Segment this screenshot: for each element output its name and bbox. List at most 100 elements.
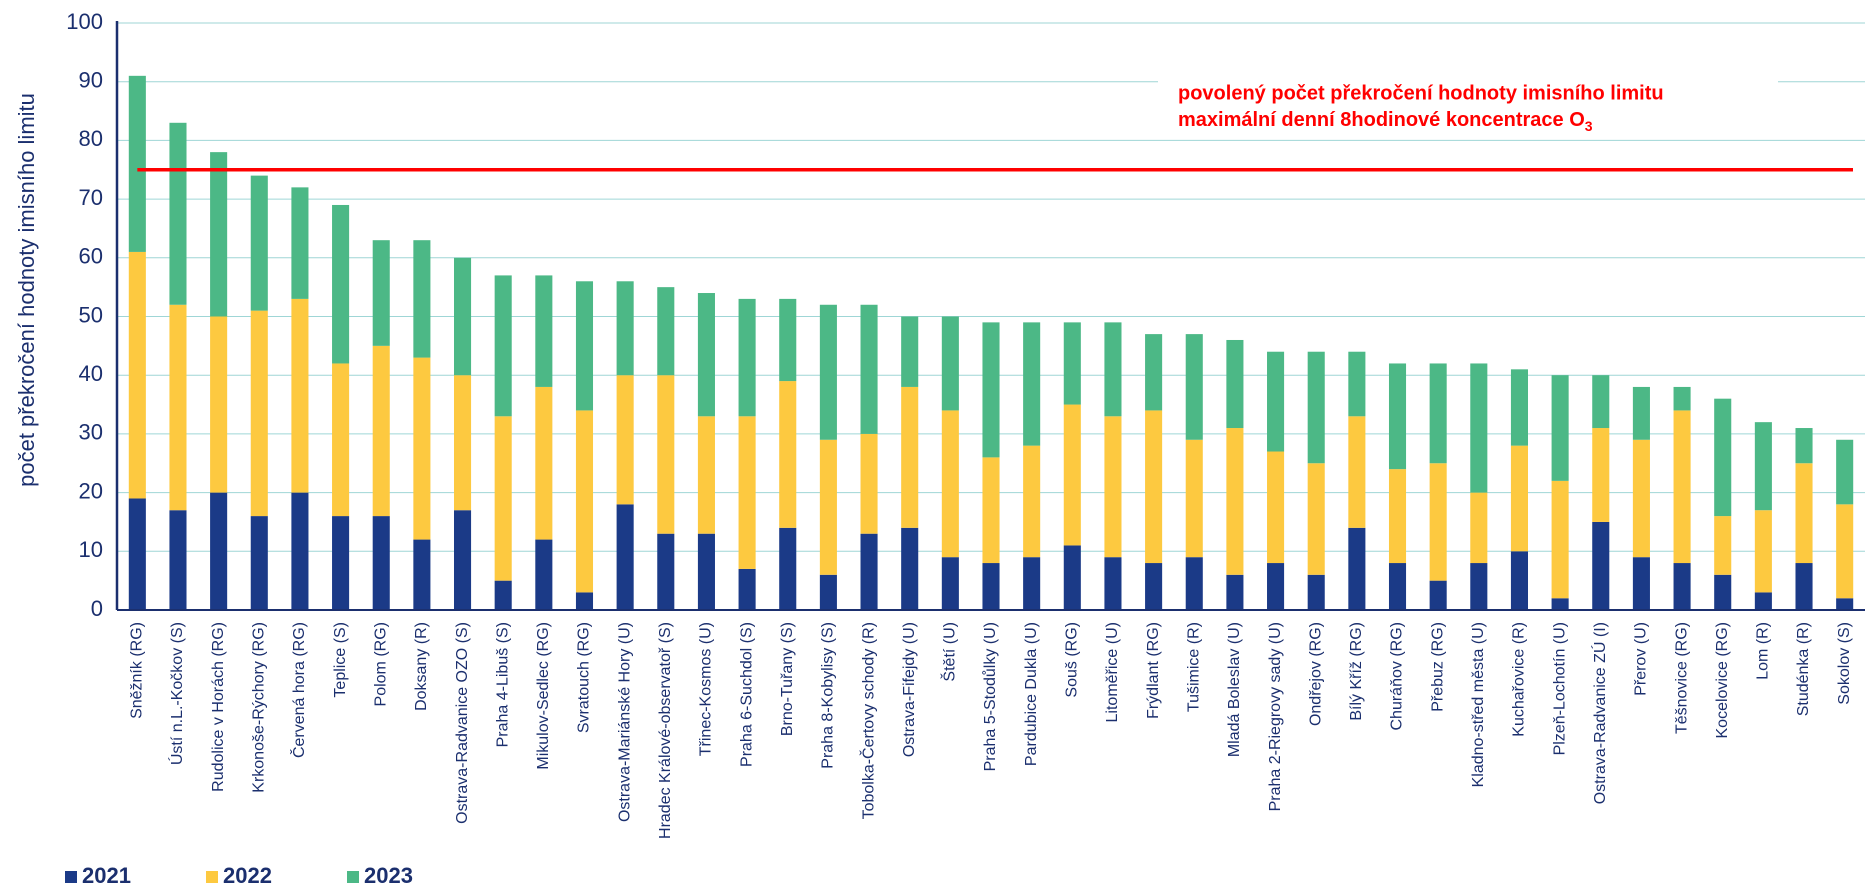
y-axis-title: počet překročení hodnoty imisního limitu: [14, 93, 39, 487]
bar-segment: [1836, 439, 1854, 505]
bar-segment: [1388, 363, 1407, 470]
y-tick-label: 40: [79, 361, 103, 386]
y-tick-label: 30: [79, 420, 103, 445]
bar-segment: [1063, 545, 1081, 610]
bar-segment: [1754, 422, 1772, 511]
bar-segment: [372, 516, 390, 610]
bar-segment: [1023, 322, 1041, 446]
bar-segment: [332, 363, 350, 517]
bar-segment: [1673, 410, 1691, 564]
x-tick-label: Praha 2-Riegrovy sady (U): [1267, 622, 1284, 811]
bar-segment: [1470, 363, 1488, 493]
bar-segment: [982, 457, 1000, 564]
y-tick-label: 70: [79, 185, 103, 210]
x-tick-label: Třinec-Kosmos (U): [698, 622, 715, 756]
x-tick-label: Ostrava-Fifejdy (U): [901, 622, 918, 757]
bar-segment: [1673, 563, 1691, 610]
legend-label: 2022: [223, 863, 272, 888]
bar-segment: [1714, 398, 1732, 517]
bar-segment: [657, 375, 675, 534]
bar-segment: [1551, 480, 1569, 599]
x-tick-label: Ústí n.L.-Kočkov (S): [167, 622, 186, 765]
bar-segment: [1714, 516, 1732, 575]
bar-segment: [1267, 351, 1285, 452]
x-tick-label: Tobolka-Čertovy schody (R): [858, 622, 877, 819]
bar-segment: [1388, 469, 1407, 564]
bar-segment: [332, 516, 350, 610]
bar-segment: [210, 316, 228, 493]
bar-segment: [169, 122, 187, 305]
y-tick-label: 60: [79, 244, 103, 269]
bar-segment: [1632, 557, 1650, 610]
bar-segment: [1510, 551, 1529, 610]
annotation-subscript: 3: [1585, 118, 1593, 134]
bar-segment: [1551, 598, 1569, 610]
bar-segment: [616, 375, 634, 505]
bar-segment: [413, 240, 431, 358]
bar-segment: [494, 416, 512, 581]
bar-segment: [982, 322, 1000, 458]
bar-segment: [616, 504, 634, 610]
bar-segment: [901, 386, 919, 528]
x-tick-label: Doksany (R): [413, 622, 430, 711]
bar-segment: [1226, 428, 1244, 575]
bar-segment: [1307, 463, 1325, 575]
bar-segment: [494, 275, 512, 417]
bar-segment: [210, 152, 228, 317]
bar-segment: [697, 533, 715, 610]
x-tick-label: Churáňov (RG): [1389, 622, 1406, 730]
x-tick-label: Litoměřice (U): [1104, 622, 1121, 722]
bar-segment: [982, 563, 1000, 610]
bar-segment: [941, 316, 959, 411]
bar-segment: [1510, 369, 1529, 446]
bar-segment: [657, 287, 675, 376]
bar-segment: [819, 304, 837, 440]
bar-segment: [1429, 363, 1447, 464]
bar-segment: [332, 204, 350, 364]
bar-segment: [1104, 322, 1122, 417]
x-tick-label: Svratouch (RG): [576, 622, 593, 733]
bar-segment: [1267, 451, 1285, 564]
legend-label: 2023: [364, 863, 413, 888]
bar-segment: [453, 375, 472, 511]
bar-segment: [453, 510, 472, 610]
bar-segment: [901, 316, 919, 387]
bar-segment: [779, 381, 797, 528]
bar-segment: [941, 410, 959, 558]
bar-segment: [1023, 445, 1041, 558]
x-tick-label: Lom (R): [1755, 622, 1772, 680]
bar-segment: [372, 345, 390, 517]
bar-segment: [535, 386, 553, 540]
bar-segment: [738, 568, 756, 610]
bar-segment: [291, 298, 309, 493]
x-tick-label: Praha 6-Suchdol (S): [738, 622, 755, 767]
bar-segment: [1632, 386, 1650, 440]
bar-segment: [1267, 563, 1285, 610]
annotation-line2: maximální denní 8hodinové koncentrace O3: [1178, 109, 1593, 133]
bar-segment: [1145, 563, 1163, 610]
bar-segment: [1226, 574, 1244, 610]
bar-segment: [210, 492, 228, 610]
x-tick-label: Plzeň-Lochotín (U): [1551, 622, 1568, 755]
bar-segment: [860, 533, 878, 610]
x-tick-label: Sněžník (RG): [129, 622, 146, 719]
bar-segment: [1104, 416, 1122, 558]
x-tick-label: Tušimice (R): [1185, 622, 1202, 712]
legend-swatch: [65, 871, 77, 883]
bar-segment: [738, 298, 756, 417]
bar-segment: [372, 240, 390, 346]
bar-segment: [575, 592, 594, 610]
x-tick-label: Hradec Králové-observatoř (S): [657, 622, 674, 839]
x-tick-label: Mladá Boleslav (U): [1226, 622, 1243, 757]
bar-segment: [1145, 410, 1163, 564]
bar-segment: [413, 357, 431, 540]
bar-segment: [1185, 557, 1203, 610]
legend-label: 2021: [82, 863, 131, 888]
bar-segment: [169, 304, 187, 511]
bar-segment: [657, 533, 675, 610]
y-tick-label: 90: [79, 68, 103, 93]
y-tick-label: 100: [66, 9, 103, 34]
x-tick-label: Kocelovice (RG): [1714, 622, 1731, 738]
bar-segment: [1348, 351, 1366, 417]
x-tick-label: Praha 8-Kobylisy (S): [820, 622, 837, 769]
